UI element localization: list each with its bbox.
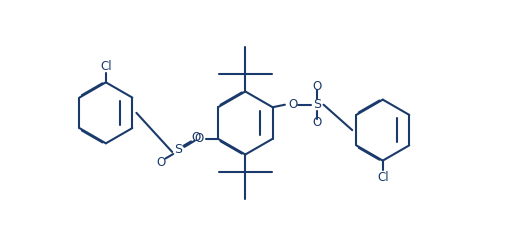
Text: O: O xyxy=(156,155,165,169)
Text: S: S xyxy=(174,143,182,156)
Text: S: S xyxy=(314,98,322,111)
Text: Cl: Cl xyxy=(377,171,388,184)
Text: Cl: Cl xyxy=(100,60,111,73)
Text: O: O xyxy=(313,117,322,129)
Text: O: O xyxy=(191,131,200,144)
Text: O: O xyxy=(313,80,322,93)
Text: O: O xyxy=(194,132,204,145)
Text: O: O xyxy=(289,98,298,111)
